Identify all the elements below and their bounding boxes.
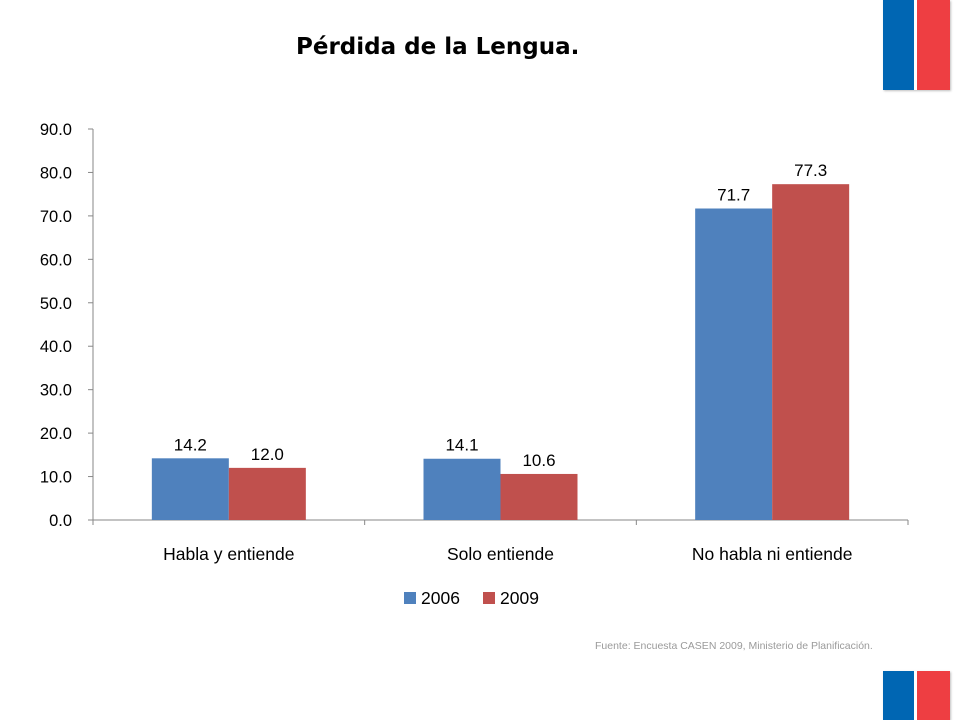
bar-2009-2 bbox=[772, 184, 850, 520]
flag-blue-stripe bbox=[883, 0, 916, 90]
bar-2006-2 bbox=[695, 208, 773, 520]
data-label: 71.7 bbox=[717, 186, 750, 205]
chile-flag-logo-bottom bbox=[883, 671, 950, 720]
x-category-label: No habla ni entiende bbox=[692, 544, 853, 564]
bar-2006-1 bbox=[423, 458, 501, 520]
y-tick-label: 10.0 bbox=[40, 469, 72, 487]
bar-2009-0 bbox=[228, 467, 306, 520]
x-category-label: Habla y entiende bbox=[163, 544, 294, 564]
y-tick-label: 30.0 bbox=[40, 382, 72, 400]
data-label: 77.3 bbox=[794, 161, 827, 180]
data-label: 10.6 bbox=[522, 451, 555, 470]
legend-swatch-2009 bbox=[483, 592, 495, 604]
chile-flag-logo-top bbox=[883, 0, 950, 90]
y-tick-label: 0.0 bbox=[49, 512, 72, 530]
slide-title: Pérdida de la Lengua. bbox=[296, 34, 580, 60]
flag-blue-stripe bbox=[883, 671, 916, 720]
data-label: 14.2 bbox=[174, 435, 207, 454]
y-tick-label: 40.0 bbox=[40, 338, 72, 356]
bar-2006-0 bbox=[151, 458, 229, 520]
y-tick-label: 50.0 bbox=[40, 295, 72, 313]
legend-label-2006: 2006 bbox=[421, 588, 460, 608]
x-category-label: Solo entiende bbox=[447, 544, 554, 564]
y-tick-label: 20.0 bbox=[40, 425, 72, 443]
data-label: 12.0 bbox=[251, 445, 284, 464]
y-tick-label: 80.0 bbox=[40, 164, 72, 182]
legend-label-2009: 2009 bbox=[500, 588, 539, 608]
bar-2009-1 bbox=[500, 473, 578, 520]
flag-separator bbox=[914, 671, 917, 720]
y-tick-label: 60.0 bbox=[40, 251, 72, 269]
source-note: Fuente: Encuesta CASEN 2009, Ministerio … bbox=[595, 640, 873, 652]
y-tick-label: 90.0 bbox=[40, 121, 72, 139]
flag-red-stripe bbox=[916, 0, 950, 90]
flag-red-stripe bbox=[916, 671, 950, 720]
flag-separator bbox=[914, 0, 917, 90]
y-tick-label: 70.0 bbox=[40, 208, 72, 226]
legend-swatch-2006 bbox=[404, 592, 416, 604]
data-label: 14.1 bbox=[445, 436, 478, 455]
